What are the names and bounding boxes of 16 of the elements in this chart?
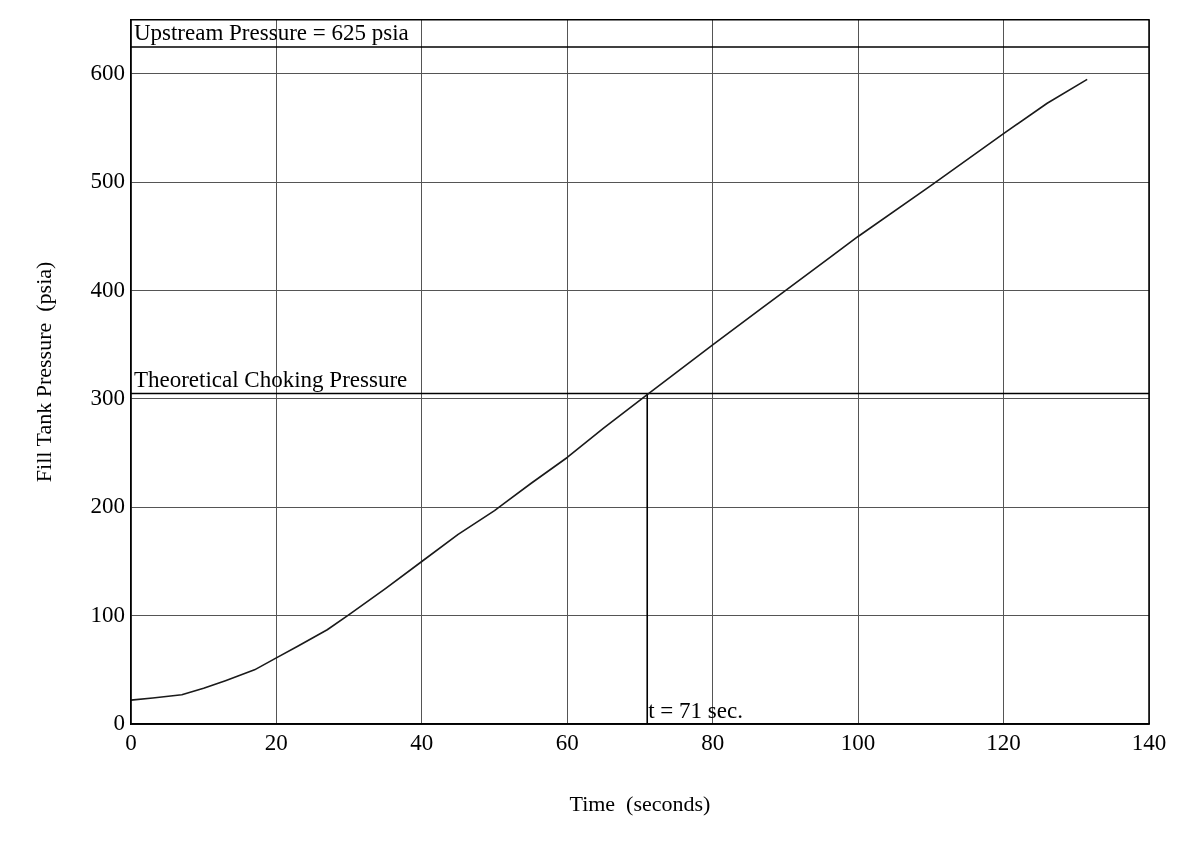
x-tick-label: 60 (555, 729, 579, 755)
x-tick-label: 40 (410, 729, 434, 755)
x-tick-label: 120 (986, 729, 1021, 755)
y-tick-label: 100 (90, 601, 125, 627)
x-tick-label: 80 (701, 729, 725, 755)
y-tick-label: 400 (90, 276, 125, 302)
x-tick-label: 20 (264, 729, 288, 755)
y-tick-label: 500 (90, 168, 125, 194)
y-axis-title: Fill Tank Pressure (psia) (30, 261, 56, 483)
y-tick-label: 300 (90, 385, 125, 411)
y-tick-label: 600 (90, 60, 125, 86)
x-tick-label: 100 (840, 729, 876, 755)
y-tick-label: 200 (90, 493, 125, 519)
x-axis-title: Time (seconds) (569, 790, 711, 816)
x-tick-label: 140 (1131, 729, 1167, 755)
y-tick-label: 0 (113, 710, 125, 736)
